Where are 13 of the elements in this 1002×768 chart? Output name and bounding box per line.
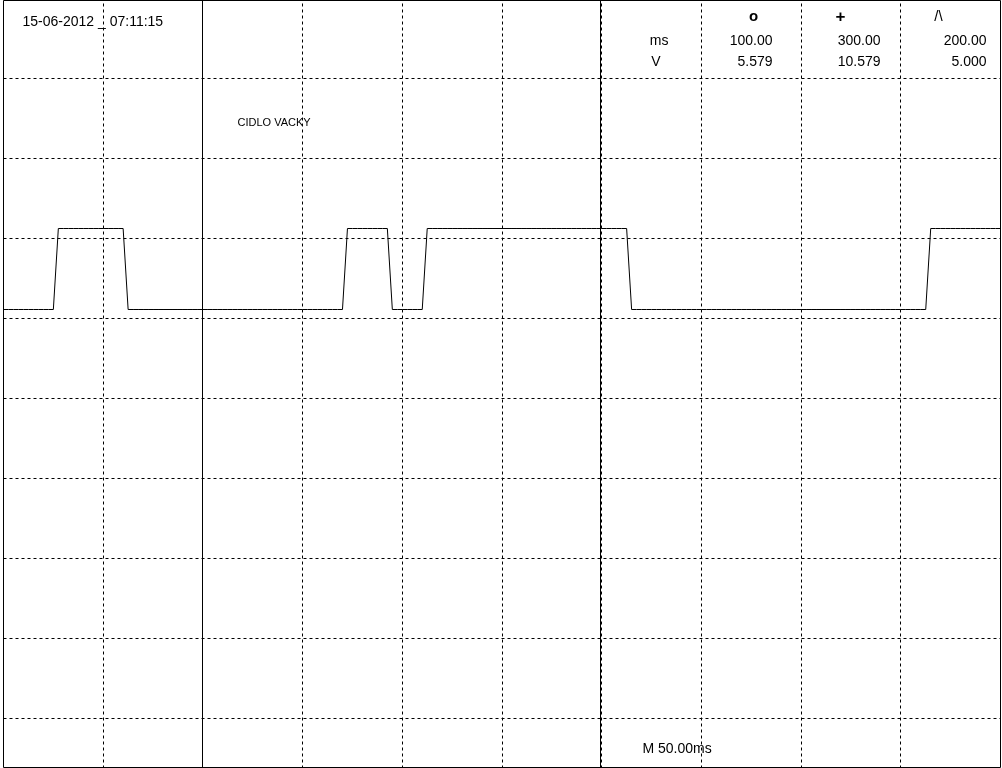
text: 5.000 [951,52,987,69]
text: 100.00 [729,31,773,48]
text: o [748,7,759,24]
text: 300.00 [837,31,881,48]
annotation: M 50.00ms [642,739,712,756]
text: 5.579 [737,52,773,69]
text: 200.00 [943,31,987,48]
text: + [835,6,846,26]
chart-title: CIDLO VACKY [237,115,312,128]
text: V [651,52,662,69]
text: /\ [934,7,944,24]
text: ms [649,31,669,48]
text: 10.579 [837,52,881,69]
